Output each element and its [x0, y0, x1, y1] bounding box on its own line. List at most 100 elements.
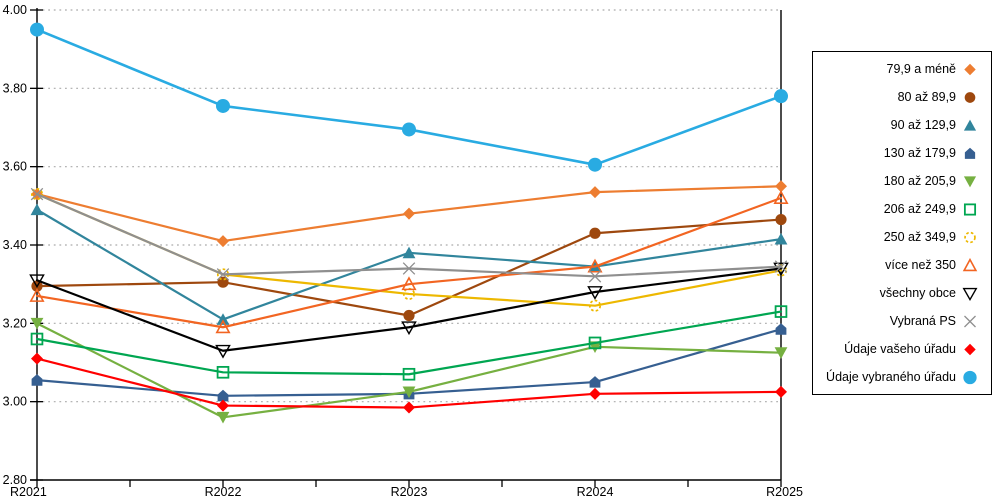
data-point-marker — [587, 286, 603, 300]
data-point-marker — [216, 98, 230, 113]
data-point-marker — [963, 175, 977, 187]
data-point-marker — [774, 347, 788, 359]
series-180-a-205-9 — [30, 317, 788, 424]
data-point-marker — [217, 399, 229, 412]
data-point-marker — [402, 262, 416, 275]
data-point-marker — [964, 231, 976, 243]
y-tick-label: 3.20 — [3, 316, 27, 330]
y-tick-label: 3.40 — [3, 238, 27, 252]
legend-item-5: 206 až 249,9 — [813, 195, 991, 223]
data-point-marker — [589, 376, 601, 388]
data-point-marker — [30, 187, 44, 201]
legend-item-3: 130 až 179,9 — [813, 139, 991, 167]
legend-item-4: 180 až 205,9 — [813, 167, 991, 195]
data-point-marker — [775, 213, 787, 226]
y-tick-label: 3.80 — [3, 81, 27, 95]
data-point-marker — [589, 227, 601, 239]
data-point-marker — [587, 258, 603, 273]
legend-marker-icon — [964, 63, 976, 75]
series-79-9-a-m-n- — [31, 180, 787, 248]
data-point-marker — [963, 119, 977, 131]
legend-item-label: 250 až 349,9 — [883, 230, 956, 244]
legend-item-label: 80 až 89,9 — [897, 90, 956, 104]
legend-item-label: 130 až 179,9 — [883, 146, 956, 160]
legend-marker-icon — [964, 231, 976, 243]
data-point-marker — [30, 188, 44, 201]
data-point-marker — [215, 319, 231, 334]
data-point-marker — [774, 305, 788, 318]
series-line — [35, 357, 783, 409]
data-point-marker — [216, 268, 230, 281]
y-tick-label: 3.00 — [3, 395, 27, 409]
legend-item-2: 90 až 129,9 — [813, 111, 991, 139]
legend-marker-icon — [962, 257, 978, 271]
data-point-marker — [774, 89, 788, 104]
data-point-marker — [216, 411, 230, 424]
data-point-marker — [403, 207, 415, 220]
legend-item-11: Údaje vybraného úřadu — [813, 363, 991, 391]
data-point-marker — [589, 186, 601, 199]
data-point-marker — [402, 386, 416, 399]
legend-item-1: 80 až 89,9 — [813, 83, 991, 111]
data-point-marker — [775, 385, 787, 398]
data-point-marker — [964, 343, 976, 355]
data-point-marker — [31, 352, 43, 365]
legend: 79,9 a méně 80 až 89,9 90 až 129,9 130 až 1… — [812, 51, 992, 395]
data-point-marker — [775, 180, 787, 193]
data-point-marker — [588, 299, 602, 312]
data-point-marker — [964, 63, 976, 75]
legend-item-6: 250 až 349,9 — [813, 223, 991, 251]
data-point-marker — [215, 344, 231, 359]
series-v-ce-ne-350 — [29, 190, 789, 334]
data-point-marker — [30, 317, 44, 330]
data-point-marker — [964, 147, 976, 159]
data-point-marker — [29, 274, 45, 289]
data-point-marker — [216, 313, 230, 325]
data-point-marker — [964, 91, 976, 103]
data-point-marker — [773, 190, 789, 204]
legend-item-label: 79,9 a méně — [886, 62, 957, 76]
legend-item-label: 90 až 129,9 — [890, 118, 956, 132]
series-line — [35, 196, 783, 329]
data-point-marker — [402, 246, 416, 259]
x-tick-label: R2021 — [10, 485, 47, 499]
legend-item-label: Vybraná PS — [889, 314, 956, 328]
series-line — [35, 28, 783, 167]
y-tick-label: 2.80 — [3, 473, 27, 487]
data-point-marker — [29, 288, 45, 302]
data-point-marker — [963, 202, 977, 216]
legend-item-label: Údaje vašeho úřadu — [844, 342, 956, 356]
data-point-marker — [401, 321, 417, 336]
data-point-marker — [963, 370, 977, 384]
data-point-marker — [403, 401, 415, 414]
data-point-marker — [588, 157, 602, 172]
data-point-marker — [403, 309, 415, 322]
legend-item-9: Vybraná PS — [813, 307, 991, 335]
data-point-marker — [774, 264, 788, 277]
legend-item-label: všechny obce — [879, 286, 956, 300]
legend-marker-icon — [964, 315, 976, 327]
data-point-marker — [217, 235, 229, 248]
series-line — [35, 208, 783, 321]
series--daje-vybran-ho-adu — [30, 22, 788, 172]
series-line — [35, 267, 783, 352]
legend-item-label: více než 350 — [885, 258, 956, 272]
x-tick-label: R2023 — [391, 485, 428, 499]
y-tick-label: 3.60 — [3, 160, 27, 174]
data-point-marker — [402, 122, 416, 137]
series--daje-va-eho-adu — [31, 352, 787, 414]
data-point-marker — [774, 260, 788, 273]
x-tick-label: R2024 — [577, 485, 614, 499]
legend-marker-icon — [962, 287, 978, 301]
series-206-a-249-9 — [30, 305, 788, 381]
data-point-marker — [962, 257, 978, 271]
data-point-marker — [402, 367, 416, 381]
data-point-marker — [401, 276, 417, 291]
legend-marker-icon — [963, 119, 977, 131]
data-point-marker — [589, 387, 601, 400]
data-point-marker — [30, 332, 44, 346]
series-line — [35, 192, 783, 278]
legend-item-10: Údaje vašeho úřadu — [813, 335, 991, 363]
data-point-marker — [588, 336, 602, 350]
